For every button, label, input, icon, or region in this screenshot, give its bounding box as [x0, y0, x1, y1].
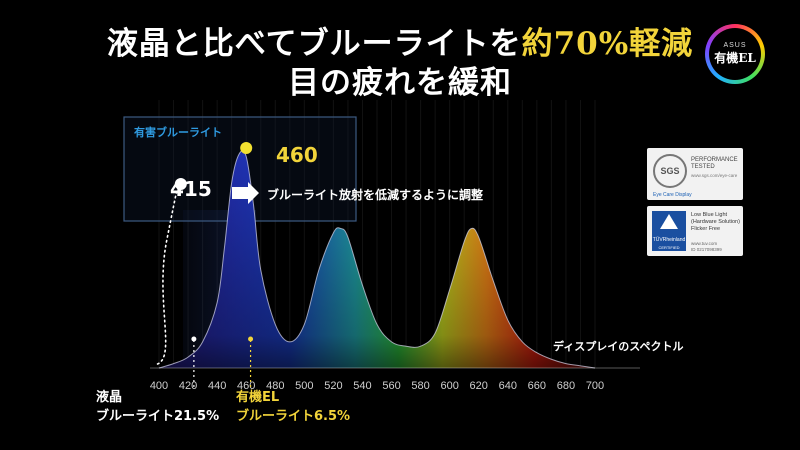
badge-inner: ASUS 有機EL [709, 28, 761, 80]
lcd-marker-dot [191, 336, 197, 342]
tuv-brand: TÜVRheinland [652, 237, 686, 243]
x-tick-label: 600 [440, 380, 458, 392]
x-tick-label: 480 [266, 380, 284, 392]
oled-name: 有機EL [236, 390, 280, 405]
headline-text: 液晶と比べてブルーライトを [106, 26, 522, 62]
oled-peak-point [240, 142, 253, 154]
oled-blue-light-label: 有機EL ブルーライト6.5% [236, 388, 350, 426]
tuv-id: ID 0217098399 [691, 246, 722, 252]
x-tick-label: 540 [353, 380, 371, 392]
badge-brand: ASUS [723, 42, 747, 49]
shift-annotation: ブルーライト放射を低減するように調整 [267, 187, 483, 202]
shift-arrow-icon [232, 182, 259, 204]
x-tick-label: 400 [150, 380, 168, 392]
sgs-logo: SGS [653, 154, 687, 188]
badge-text: 有機EL [714, 51, 756, 65]
x-tick-label: 560 [382, 380, 400, 392]
sgs-certificate: SGS PERFORMANCE TESTED www.sgs.com/eye-c… [647, 148, 743, 200]
x-tick-label: 640 [499, 380, 517, 392]
spectrum-shade [159, 150, 595, 368]
x-tick-label: 500 [295, 380, 313, 392]
x-tick-label: 660 [528, 380, 546, 392]
x-tick-label: 580 [411, 380, 429, 392]
tuv-certificate: TÜVRheinland CERTIFIED Low Blue Light (H… [647, 206, 743, 256]
asus-oled-badge: ASUS 有機EL [705, 24, 765, 84]
spectrum-label: ディスプレイのスペクトル [553, 339, 683, 353]
x-tick-label: 440 [208, 380, 226, 392]
x-tick-label: 700 [586, 380, 604, 392]
oled-peak-label: 460 [276, 143, 318, 167]
lcd-value: ブルーライト21.5% [96, 409, 220, 424]
tuv-title: Low Blue Light (Hardware Solution) Flick… [691, 212, 740, 232]
lcd-name: 液晶 [96, 390, 123, 405]
tuv-logo: TÜVRheinland CERTIFIED [652, 211, 686, 251]
x-axis-ticks: 400 420 440 460 480 500 520 540 560 580 600 620 640 6… [150, 380, 604, 392]
oled-value: ブルーライト6.5% [236, 409, 351, 424]
tuv-web: www.tuv.com [691, 241, 718, 247]
oled-marker-dot [248, 336, 254, 342]
x-tick-label: 620 [470, 380, 488, 392]
x-tick-label: 520 [324, 380, 342, 392]
sgs-footer: Eye Care Display [653, 192, 692, 198]
headline-highlight: 約70%軽減 [521, 26, 694, 62]
headline-line-2: 目の疲れを緩和 [288, 65, 512, 101]
sgs-title: PERFORMANCE TESTED www.sgs.com/eye-care [691, 157, 741, 179]
x-tick-label: 460 [237, 380, 255, 392]
headline-line-1: 液晶と比べてブルーライトを約70%軽減 [0, 18, 800, 63]
x-tick-label: 680 [557, 380, 575, 392]
lcd-blue-light-label: 液晶 ブルーライト21.5% [96, 388, 219, 426]
sgs-title-text: PERFORMANCE TESTED [691, 157, 738, 171]
tuv-triangle-icon [660, 214, 678, 229]
lcd-peak-label: 415 [170, 177, 212, 201]
x-tick-label: 420 [179, 380, 197, 392]
sgs-sub: www.sgs.com/eye-care [691, 173, 738, 179]
tuv-certified: CERTIFIED [658, 245, 680, 250]
lcd-peak-point [174, 178, 187, 190]
tuv-footer: www.tuv.com ID 0217098399 [691, 241, 722, 252]
spectrum-outline [158, 150, 596, 369]
harmful-box-label: 有害ブルーライト [134, 125, 222, 139]
